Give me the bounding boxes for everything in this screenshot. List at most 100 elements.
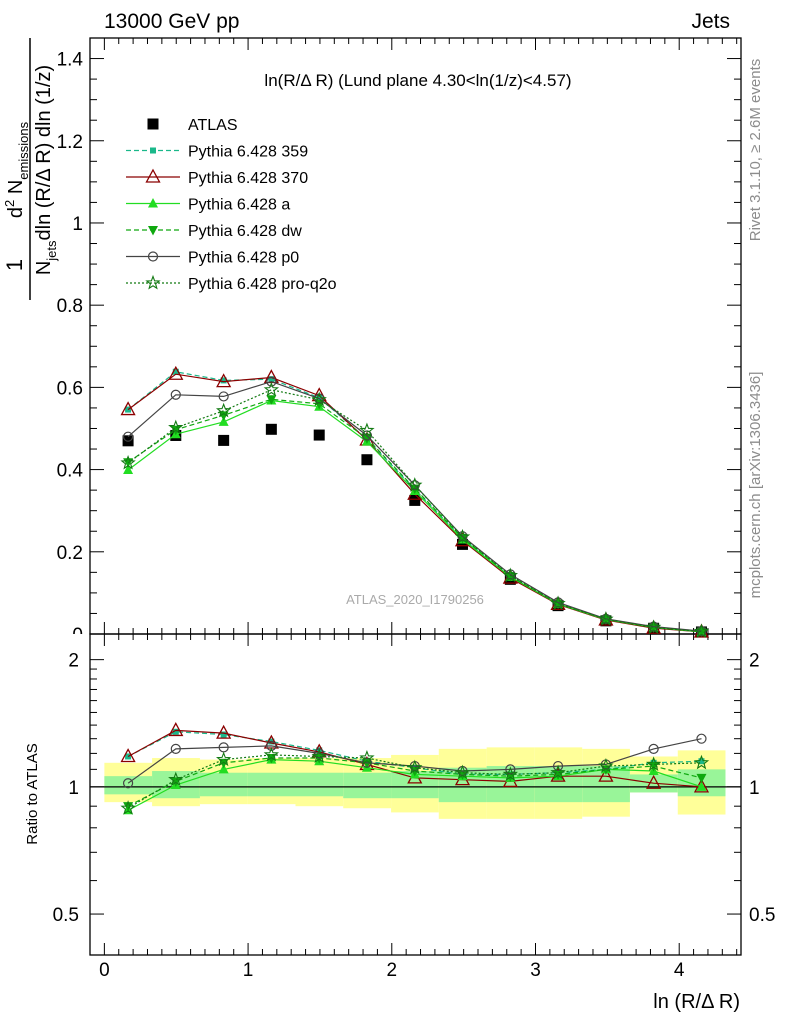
legend-label: Pythia 6.428 pro-q2o	[188, 276, 337, 293]
ratio-point-pythia-6-428-pro-q2o	[502, 766, 519, 781]
ratio-point-pythia-6-428-p0	[361, 757, 373, 768]
ratio-point-pythia-6-428-pro-q2o	[120, 800, 136, 815]
ylabel-den-rest: dln (R/Δ R) dln (1/z)	[33, 65, 55, 241]
legend-item-pythia-6-428-dw: Pythia 6.428 dw	[126, 223, 302, 240]
ylabel-N2: N	[5, 180, 27, 194]
ratio-point-pythia-6-428-p0	[648, 743, 659, 754]
legend-item-pythia-6-428-p0: Pythia 6.428 p0	[126, 250, 299, 267]
legend-item-atlas: ATLAS	[147, 117, 238, 134]
ratio-series-pythia-6-428-pro-q2o	[120, 746, 710, 815]
main-point-pythia-6-428-pro-q2o	[550, 595, 566, 611]
ratio-point-pythia-6-428-359	[172, 728, 179, 735]
ylabel-den-N: N	[33, 261, 55, 275]
ratio-y-tick-label-right: 0.5	[749, 905, 775, 926]
main-point-pythia-6-428-370	[120, 401, 136, 416]
ratio-point-pythia-6-428-p0	[170, 743, 181, 754]
legend-item-pythia-6-428-pro-q2o: Pythia 6.428 pro-q2o	[126, 274, 337, 293]
ratio-point-pythia-6-428-359	[698, 758, 705, 765]
main-point-atlas	[265, 423, 277, 435]
ylabel-one: 1	[2, 259, 27, 271]
header-left: 13000 GeV pp	[104, 10, 239, 33]
main-point-pythia-6-428-p0	[122, 431, 134, 442]
legend-marker	[148, 198, 158, 208]
ratio-series-group	[120, 722, 710, 815]
main-point-pythia-6-428-pro-q2o	[645, 619, 662, 634]
ratio-point-pythia-6-428-pro-q2o	[454, 764, 471, 780]
main-series-group	[120, 365, 710, 639]
main-point-pythia-6-428-pro-q2o	[502, 567, 519, 583]
main-point-pythia-6-428-dw	[266, 395, 277, 405]
x-tick-label: 2	[386, 960, 397, 981]
ratio-band-inner	[295, 772, 344, 797]
main-point-pythia-6-428-pro-q2o	[359, 422, 375, 438]
main-line-pythia-6-428-pro-q2o	[127, 389, 702, 633]
ratio-band-inner	[199, 772, 248, 797]
main-point-atlas	[218, 434, 230, 446]
y-zero-label-clip	[60, 634, 88, 644]
x-tick-label: 1	[243, 960, 254, 981]
x-tick-label: 3	[530, 960, 541, 981]
legend-label: Pythia 6.428 dw	[188, 223, 302, 240]
y-tick-label: 0.4	[57, 461, 84, 482]
main-point-pythia-6-428-pro-q2o	[454, 528, 471, 544]
legend-marker	[150, 147, 156, 154]
ratio-uncertainty-bands	[104, 747, 726, 819]
main-point-pythia-6-428-pro-q2o	[120, 454, 136, 470]
y-tick-label: 1	[72, 214, 83, 235]
legend-label: Pythia 6.428 p0	[188, 250, 299, 267]
main-point-pythia-6-428-359	[268, 376, 275, 383]
ratio-point-pythia-6-428-pro-q2o	[311, 748, 327, 763]
ratio-y-tick-label: 2	[68, 651, 79, 672]
main-point-pythia-6-428-359	[172, 368, 179, 375]
ratio-point-pythia-6-428-dw	[696, 773, 707, 784]
main-point-pythia-6-428-p0	[266, 376, 277, 387]
ratio-point-pythia-6-428-359	[125, 753, 132, 760]
main-point-pythia-6-428-pro-q2o	[407, 477, 423, 492]
ylabel-d2: d	[5, 207, 27, 218]
main-point-pythia-6-428-359	[316, 394, 323, 401]
ratio-point-pythia-6-428-p0	[122, 778, 134, 789]
main-point-atlas	[456, 538, 468, 550]
rivet-label: Rivet 3.1.10, ≥ 2.6M events	[747, 59, 764, 242]
main-point-pythia-6-428-pro-q2o	[168, 419, 184, 435]
main-point-pythia-6-428-pro-q2o	[693, 623, 710, 639]
ratio-point-pythia-6-428-a	[218, 763, 229, 774]
ratio-point-pythia-6-428-370	[216, 724, 232, 739]
ratio-point-pythia-6-428-a	[696, 781, 707, 791]
y-tick-label: 1.4	[57, 50, 84, 71]
ratio-point-pythia-6-428-370	[646, 774, 662, 789]
legend-label: Pythia 6.428 359	[188, 144, 308, 161]
main-point-pythia-6-428-pro-q2o	[598, 611, 614, 626]
ylabel-den-sub: jets	[44, 240, 59, 262]
chart-title: ln(R/Δ R) (Lund plane 4.30<ln(1/z)<4.57)	[264, 71, 571, 90]
ratio-y-tick-label-right: 2	[749, 651, 760, 672]
ratio-point-pythia-6-428-dw	[361, 758, 372, 769]
ratio-frame	[89, 633, 742, 956]
main-point-pythia-6-428-a	[218, 416, 229, 426]
main-point-pythia-6-428-359	[220, 377, 227, 384]
ratio-band-inner	[343, 772, 392, 799]
ratio-point-pythia-6-428-p0	[505, 764, 516, 775]
y-tick-label: 0.6	[57, 378, 83, 399]
legend-marker	[148, 226, 158, 236]
ratio-band-inner	[247, 772, 296, 797]
ylabel-denominator: Njetsdln (R/Δ R) dln (1/z)	[33, 65, 59, 275]
ratio-point-pythia-6-428-pro-q2o	[645, 756, 662, 771]
ratio-point-pythia-6-428-pro-q2o	[263, 746, 280, 762]
xlabel: ln (R/Δ R)	[653, 991, 740, 1013]
legend-item-pythia-6-428-a: Pythia 6.428 a	[126, 197, 290, 214]
main-point-pythia-6-428-dw	[457, 533, 468, 544]
ratio-point-pythia-6-428-p0	[266, 740, 277, 751]
main-point-pythia-6-428-dw	[218, 411, 229, 421]
y-tick-label: 0.2	[57, 543, 83, 564]
ratio-point-pythia-6-428-370	[120, 748, 136, 763]
main-ylabel: 1 d2 Nemissions Njetsdln (R/Δ R) dln (1/…	[2, 38, 59, 300]
ratio-point-pythia-6-428-p0	[552, 760, 564, 772]
watermark: ATLAS_2020_I1790256	[346, 592, 484, 607]
y-tick-label: 1.2	[57, 132, 83, 153]
ylabel-numerator: d2 Nemissions	[2, 121, 31, 218]
main-point-pythia-6-428-pro-q2o	[215, 402, 232, 418]
ratio-point-pythia-6-428-370	[168, 722, 184, 737]
